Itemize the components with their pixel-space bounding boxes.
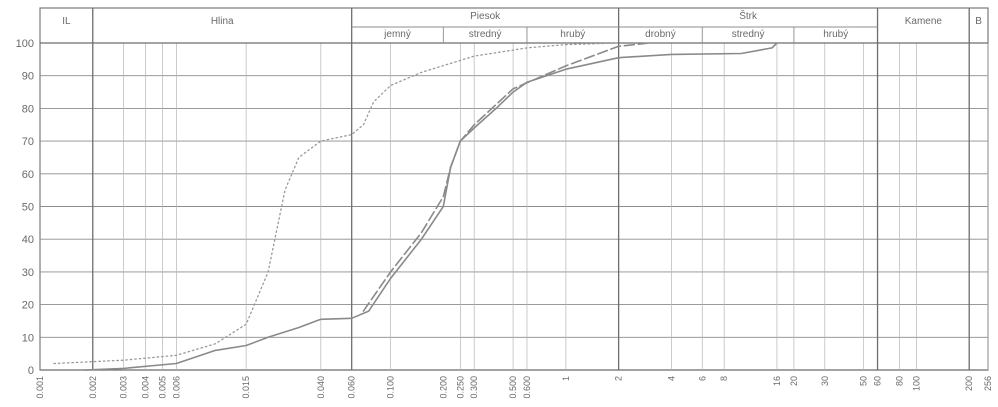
x-tick-label: 2 xyxy=(614,376,624,381)
x-tick-label: 1 xyxy=(561,376,571,381)
x-tick-label: 0.060 xyxy=(347,376,357,399)
y-tick-label: 50 xyxy=(22,202,34,214)
x-tick-label: 0.004 xyxy=(141,376,151,399)
header-fraction-label: Piesok xyxy=(470,11,501,22)
x-tick-label: 0.005 xyxy=(158,376,168,399)
curves xyxy=(53,42,778,371)
x-tick-label: 256 xyxy=(983,376,993,391)
header-fraction-label: IL xyxy=(62,16,71,27)
y-tick-label: 80 xyxy=(22,103,34,115)
x-tick-label: 16 xyxy=(772,376,782,386)
x-tick-label: 100 xyxy=(911,376,921,391)
x-axis-ticks: 0.001 0.002 0.003 0.004 0.005 0.006 0.015 0.040… xyxy=(35,376,993,399)
x-tick-label: 0.250 xyxy=(455,376,465,399)
y-tick-label: 40 xyxy=(22,234,34,246)
x-tick-label: 0.003 xyxy=(119,376,129,399)
x-tick-label: 80 xyxy=(894,376,904,386)
header-subfraction-label: stredný xyxy=(469,29,502,40)
x-tick-label: 0.100 xyxy=(386,376,396,399)
x-tick-label: 0.500 xyxy=(508,376,518,399)
header-subfraction-label: hrubý xyxy=(823,29,848,40)
x-tick-label: 200 xyxy=(964,376,974,391)
header-fraction-label: Štrk xyxy=(739,9,758,22)
x-tick-label: 0.200 xyxy=(438,376,448,399)
series-line-dashed xyxy=(362,42,651,312)
header-subfraction-label: jemný xyxy=(383,29,411,40)
y-tick-label: 20 xyxy=(22,300,34,312)
header-fraction-label: Hlina xyxy=(211,16,234,27)
x-tick-label: 0.300 xyxy=(469,376,479,399)
header-fraction-label: Kamene xyxy=(905,16,943,27)
x-tick-label: 0.040 xyxy=(316,376,326,399)
x-tick-label: 0.001 xyxy=(35,376,45,399)
x-tick-label: 0.600 xyxy=(522,376,532,399)
y-tick-label: 70 xyxy=(22,136,34,148)
header-subfraction-label: stredný xyxy=(732,29,765,40)
header-fraction-label: B xyxy=(975,16,982,27)
x-tick-label: 0.015 xyxy=(241,376,251,399)
x-tick-label: 0.006 xyxy=(171,376,181,399)
y-tick-label: 60 xyxy=(22,169,34,181)
y-tick-label: 30 xyxy=(22,267,34,279)
x-tick-label: 60 xyxy=(873,376,883,386)
grid xyxy=(39,7,989,371)
x-tick-label: 8 xyxy=(719,376,729,381)
y-tick-label: 0 xyxy=(28,365,34,377)
y-axis-ticks: 0 10 20 30 40 50 60 70 80 90 100 xyxy=(16,38,34,377)
x-tick-label: 6 xyxy=(697,376,707,381)
x-tick-label: 50 xyxy=(859,376,869,386)
y-tick-label: 10 xyxy=(22,332,34,344)
x-tick-label: 30 xyxy=(820,376,830,386)
x-tick-label: 4 xyxy=(666,376,676,381)
x-tick-label: 0.002 xyxy=(88,376,98,399)
x-tick-label: 20 xyxy=(789,376,799,386)
header-subfraction-label: drobný xyxy=(645,29,676,40)
series-line-dotted xyxy=(53,42,620,365)
series-line-solid xyxy=(83,42,778,371)
header-subfraction-label: hrubý xyxy=(560,29,585,40)
y-tick-label: 100 xyxy=(16,38,34,50)
y-tick-label: 90 xyxy=(22,71,34,83)
chart-frame xyxy=(39,7,989,371)
